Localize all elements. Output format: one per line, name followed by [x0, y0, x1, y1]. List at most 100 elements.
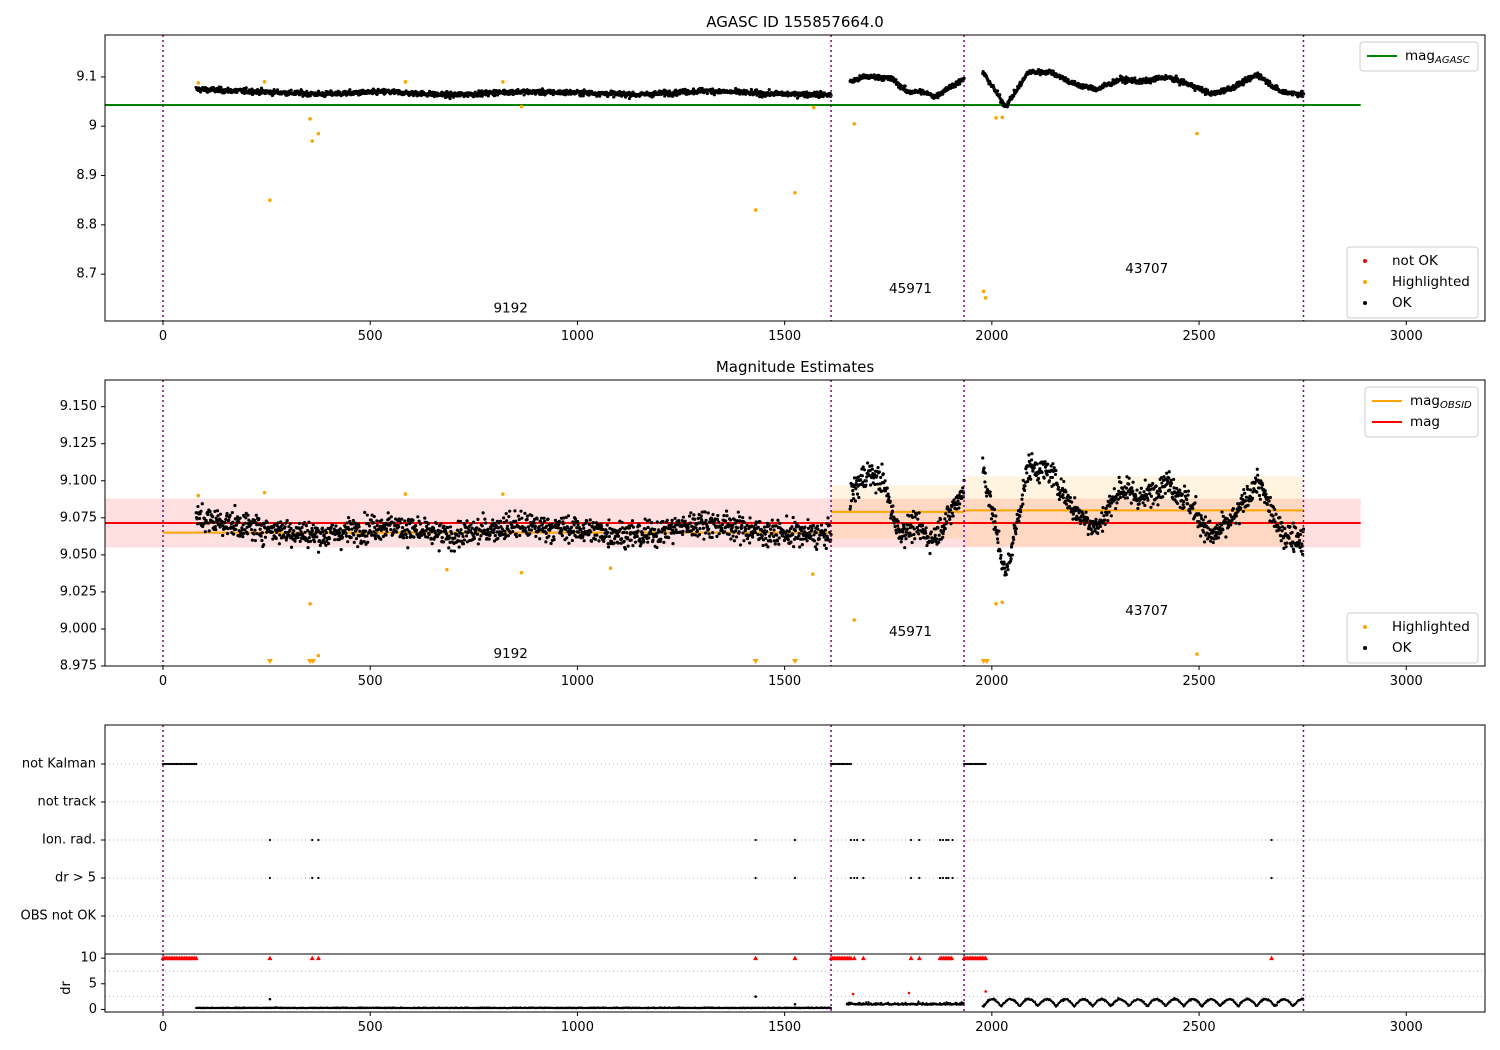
ok-point [754, 520, 759, 525]
ok-point [790, 525, 794, 529]
ok-point [994, 514, 998, 518]
ok-point [288, 522, 292, 526]
ok-point [1280, 521, 1284, 525]
ok-point [646, 525, 650, 530]
ok-point [758, 95, 762, 99]
ok-point [962, 76, 966, 80]
ok-point [1127, 482, 1131, 486]
ok-point [669, 531, 673, 535]
ok-point [1060, 486, 1065, 491]
ok-point [581, 523, 585, 527]
ok-point [896, 519, 900, 524]
ok-point [1026, 479, 1030, 484]
ok-point [1052, 466, 1056, 470]
ok-point [772, 528, 776, 532]
ok-point [705, 91, 709, 96]
ok-point [995, 532, 999, 536]
ok-point [215, 509, 220, 513]
ok-point [697, 532, 702, 537]
ok-point [213, 509, 217, 513]
ok-point [1059, 477, 1063, 481]
legend-label: OK [1392, 295, 1413, 311]
ok-point [631, 525, 635, 529]
ok-point [853, 499, 857, 503]
ok-point [243, 528, 247, 532]
ok-point [517, 517, 521, 522]
ok-point [298, 539, 302, 543]
ok-point [220, 520, 224, 524]
ok-point [733, 521, 737, 525]
ok-point [491, 531, 496, 535]
ok-point [1043, 460, 1047, 464]
ok-point [1040, 470, 1044, 475]
ok-point [1073, 79, 1077, 84]
ok-point [271, 537, 275, 541]
ok-point [526, 525, 531, 529]
ok-point [1092, 525, 1096, 529]
ok-point [1103, 522, 1107, 526]
ok-point [334, 524, 338, 528]
ok-point [283, 530, 288, 534]
obsid-label: 43707 [1125, 261, 1168, 277]
ok-point [1267, 499, 1271, 503]
highlighted-point [308, 117, 312, 121]
ok-point [316, 528, 320, 532]
ok-point [725, 514, 729, 518]
ok-point [773, 542, 777, 546]
ok-point [880, 462, 884, 466]
highlighted-point [268, 198, 272, 202]
ok-point [892, 521, 896, 525]
ok-point [249, 527, 254, 532]
ok-point [259, 534, 263, 538]
ok-point [276, 521, 280, 525]
ok-point [1211, 540, 1215, 545]
ok-point [440, 536, 444, 540]
ok-point [620, 526, 625, 530]
ok-point [670, 528, 675, 532]
ok-point [606, 545, 611, 549]
ok-point [1256, 486, 1261, 490]
ok-point [903, 84, 907, 88]
ok-point [465, 519, 469, 523]
ok-point [437, 549, 441, 553]
ok-point [528, 520, 533, 525]
ok-point [539, 516, 544, 520]
ok-point [1273, 507, 1277, 512]
ok-point [504, 511, 508, 516]
ok-point [916, 517, 920, 521]
ok-point [404, 523, 409, 527]
ok-point [372, 514, 376, 519]
ok-point [525, 517, 529, 522]
ok-point [579, 527, 583, 532]
ok-point [302, 521, 307, 525]
ok-point [720, 526, 724, 530]
ok-point [461, 534, 465, 539]
ok-point [727, 532, 731, 536]
ok-point [1016, 517, 1020, 521]
ok-point [233, 503, 237, 508]
ok-point [448, 525, 453, 529]
ok-point [1163, 491, 1167, 495]
ok-point [852, 497, 856, 501]
ok-point [693, 533, 697, 537]
ok-point [1287, 536, 1291, 540]
ok-point [702, 537, 706, 541]
ok-point [595, 533, 599, 537]
highlighted-point [519, 570, 524, 575]
ok-point [1047, 479, 1052, 483]
ok-point [274, 536, 278, 541]
ok-point [1265, 502, 1269, 506]
ok-point [1209, 539, 1213, 543]
ok-point [330, 523, 335, 527]
ok-point [1119, 480, 1123, 485]
ok-point [426, 535, 430, 539]
ok-point [402, 536, 406, 540]
ok-point [829, 532, 833, 537]
ok-point [934, 539, 938, 544]
ok-point [850, 482, 854, 487]
ok-point [1215, 523, 1219, 527]
ok-point [1220, 510, 1224, 514]
ok-point [913, 537, 917, 541]
ok-point [763, 532, 767, 536]
ok-point [878, 487, 882, 491]
